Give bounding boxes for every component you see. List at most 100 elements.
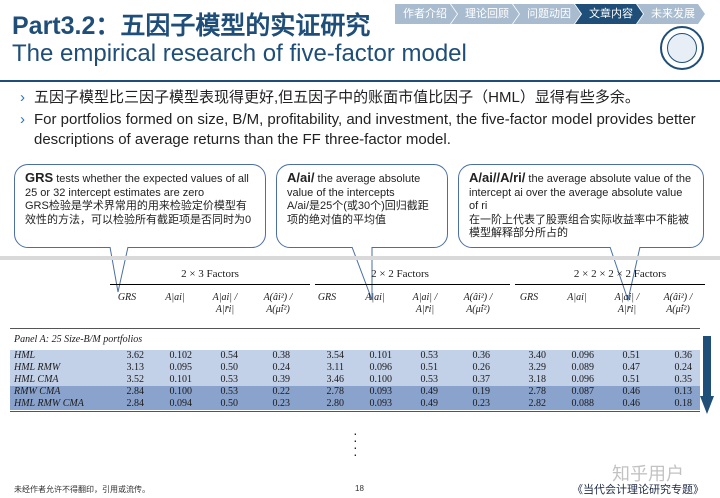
title-separator: ：	[95, 12, 121, 40]
table-row: HML CMA 3.52 0.101 0.53 0.39 3.46 0.100 0.53 0.3…	[10, 374, 700, 386]
aai-callout-tail	[351, 246, 373, 301]
group-header: 2 × 2 Factors	[371, 268, 429, 280]
part-label: Part3.2	[12, 12, 96, 40]
table-row: RMW CMA 2.84 0.100 0.53 0.22 2.78 0.093 0.49 0.1…	[10, 386, 700, 398]
table-cell: 0.094	[169, 398, 193, 409]
callout-key: A/ai/	[287, 170, 315, 185]
watermark: 知乎用户	[612, 464, 684, 484]
table-cell: 0.39	[272, 374, 291, 385]
section-nav: 作者介绍 理论回顾 问题动因 文章内容 未来发展	[395, 4, 699, 24]
table-cell: 0.46	[622, 398, 641, 409]
table-cell: 0.49	[420, 386, 439, 397]
table-cell: 2.84	[126, 398, 145, 409]
group-rule	[110, 284, 310, 285]
tab-theory[interactable]: 理论回顾	[451, 4, 519, 24]
tab-motivation[interactable]: 问题动因	[513, 4, 581, 24]
grs-callout: GRS tests whether the expected values of…	[14, 164, 266, 248]
bullet-text: 五因子模型比三因子模型表现得更好,但五因子中的账面市值比因子（HML）显得有些多…	[34, 89, 640, 106]
row-label: HML CMA	[14, 374, 59, 385]
table-cell: 3.62	[126, 350, 145, 361]
callout-en: the average absolute value of the interc…	[469, 173, 692, 212]
table-cell: 0.53	[420, 350, 439, 361]
table-cell: 0.102	[169, 350, 193, 361]
table-cell: 0.54	[220, 350, 239, 361]
chevron-right-icon: ›	[20, 89, 25, 106]
col-ratio: A|ai| / A|r̄i|	[614, 292, 640, 315]
col-grs: GRS	[317, 292, 337, 303]
table-cell: 0.36	[472, 350, 491, 361]
table-cell: 0.101	[369, 350, 393, 361]
table-cell: 3.54	[326, 350, 345, 361]
row-label: RMW CMA	[14, 386, 61, 397]
table-cell: 0.35	[674, 374, 693, 385]
table-cell: 2.78	[326, 386, 345, 397]
table-rule	[10, 328, 700, 329]
table-cell: 2.78	[528, 386, 547, 397]
group-header: 2 × 3 Factors	[181, 268, 239, 280]
col-grs: GRS	[117, 292, 137, 303]
table-cell: 0.089	[571, 362, 595, 373]
table-cell: 0.36	[674, 350, 693, 361]
title-zh-text: 五因子模型的实证研究	[120, 12, 371, 40]
bullet-item: › 五因子模型比三因子模型表现得更好,但五因子中的账面市值比因子（HML）显得有…	[20, 88, 710, 108]
table-cell: 0.100	[369, 374, 393, 385]
table-cell: 3.46	[326, 374, 345, 385]
course-title: 《当代会计理论研究专题》	[572, 484, 704, 496]
ellipsis-vertical-icon: · · · ·	[353, 425, 358, 462]
table-cell: 2.82	[528, 398, 547, 409]
table-cell: 0.23	[272, 398, 291, 409]
table-row: HML RMW 3.13 0.095 0.50 0.24 3.11 0.096 0.51 0.2…	[10, 362, 700, 374]
section-band	[0, 256, 720, 260]
col-ratio: A|ai| / A|r̄i|	[412, 292, 438, 315]
page-number: 18	[355, 484, 364, 493]
table-row: HML RMW CMA 2.84 0.094 0.50 0.23 2.80 0.093 0.4…	[10, 398, 700, 410]
table-cell: 3.11	[326, 362, 344, 373]
table-cell: 0.53	[220, 386, 239, 397]
table-cell: 0.24	[272, 362, 291, 373]
table-cell: 0.50	[220, 362, 239, 373]
table-cell: 3.18	[528, 374, 547, 385]
table-cell: 0.095	[169, 362, 193, 373]
table-cell: 0.18	[674, 398, 693, 409]
col-sqratio: A(âi²) / A(μ̂i²)	[663, 292, 693, 315]
table-cell: 0.37	[472, 374, 491, 385]
table-cell: 0.53	[420, 374, 439, 385]
tab-future[interactable]: 未来发展	[637, 4, 705, 24]
tab-content[interactable]: 文章内容	[575, 4, 643, 24]
table-cell: 0.19	[472, 386, 491, 397]
table-cell: 0.46	[622, 386, 641, 397]
page-title-en: The empirical research of five-factor mo…	[12, 40, 467, 67]
table-cell: 0.50	[220, 398, 239, 409]
group-header: 2 × 2 × 2 × 2 Factors	[573, 268, 667, 280]
table-cell: 0.096	[571, 374, 595, 385]
table-cell: 0.49	[420, 398, 439, 409]
table-cell: 2.84	[126, 386, 145, 397]
table-cell: 0.093	[369, 398, 393, 409]
group-rule	[315, 284, 510, 285]
down-arrow-icon	[700, 336, 714, 414]
table-cell: 2.80	[326, 398, 345, 409]
table-cell: 0.096	[369, 362, 393, 373]
callout-key: A/ai//A/ri/	[469, 170, 526, 185]
university-seal-logo	[660, 26, 704, 70]
tab-author[interactable]: 作者介绍	[395, 4, 457, 24]
header-divider	[0, 80, 720, 82]
table-cell: 0.093	[369, 386, 393, 397]
panel-title: Panel A: 25 Size-B/M portfolios	[14, 334, 143, 345]
row-label: HML RMW CMA	[14, 398, 84, 409]
col-grs: GRS	[519, 292, 539, 303]
col-aai: A|ai|	[365, 292, 385, 303]
table-cell: 0.51	[420, 362, 439, 373]
callout-en: tests whether the expected values of all…	[25, 173, 249, 199]
table-cell: 0.096	[571, 350, 595, 361]
col-sqratio: A(âi²) / A(μ̂i²)	[263, 292, 293, 315]
table-cell: 0.38	[272, 350, 291, 361]
table-cell: 3.40	[528, 350, 547, 361]
bullet-item: › For portfolios formed on size, B/M, pr…	[20, 110, 710, 150]
ari-callout-tail	[609, 246, 641, 302]
table-cell: 3.52	[126, 374, 145, 385]
seal-inner	[667, 33, 697, 63]
grs-callout-tail	[109, 246, 129, 293]
col-sqratio: A(âi²) / A(μ̂i²)	[463, 292, 493, 315]
